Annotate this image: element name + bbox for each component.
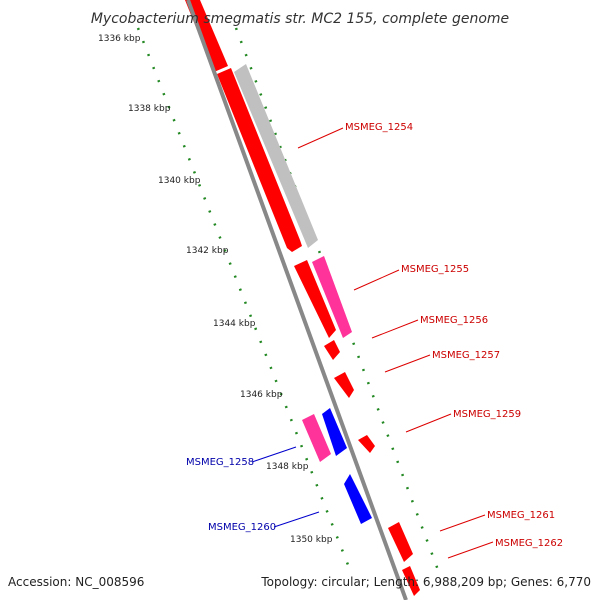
gene-block-msmeg-1257[interactable] — [334, 372, 354, 398]
gene-block-msmeg-1259[interactable] — [358, 435, 375, 453]
map-title: Mycobacterium smegmatis str. MC2 155, co… — [91, 11, 509, 27]
gene-block-msmeg-1255[interactable] — [294, 260, 336, 338]
leader-msmeg-1261 — [439, 514, 486, 532]
gene-label-msmeg-1256[interactable]: MSMEG_1256 — [420, 315, 488, 326]
scale-label-1342: 1342 kbp — [186, 246, 229, 256]
scale-label-1344: 1344 kbp — [213, 319, 256, 329]
gene-label-msmeg-1259[interactable]: MSMEG_1259 — [453, 409, 521, 420]
scale-label-1348: 1348 kbp — [266, 462, 309, 472]
gene-label-msmeg-1257[interactable]: MSMEG_1257 — [432, 350, 500, 361]
leader-msmeg-1260 — [273, 511, 320, 528]
gene-label-msmeg-1262[interactable]: MSMEG_1262 — [495, 538, 563, 549]
scale-label-1340: 1340 kbp — [158, 176, 201, 186]
accession-text: Accession: NC_008596 — [8, 575, 144, 589]
leader-msmeg-1254 — [297, 127, 344, 149]
gene-layer — [185, 0, 420, 596]
gene-block-msmeg-1254-forward[interactable] — [217, 68, 302, 252]
genome-backbone — [186, 0, 408, 600]
gene-label-msmeg-1258[interactable]: MSMEG_1258 — [186, 457, 254, 468]
scale-label-1336: 1336 kbp — [98, 34, 141, 44]
leader-msmeg-1258 — [251, 446, 297, 463]
leader-msmeg-1262 — [447, 541, 494, 559]
summary-text: Topology: circular; Length: 6,988,209 bp… — [260, 575, 591, 589]
gene-block-msmeg-1261[interactable] — [388, 522, 413, 562]
gene-label-msmeg-1261[interactable]: MSMEG_1261 — [487, 510, 555, 521]
scale-label-1338: 1338 kbp — [128, 104, 171, 114]
gene-block-msmeg-1254-pseudo[interactable] — [234, 64, 318, 248]
gene-label-msmeg-1254[interactable]: MSMEG_1254 — [345, 122, 413, 133]
gene-block-msmeg-1258-rna[interactable] — [302, 414, 331, 462]
gene-label-msmeg-1260[interactable]: MSMEG_1260 — [208, 522, 276, 533]
gene-label-msmeg-1255[interactable]: MSMEG_1255 — [401, 264, 469, 275]
leader-msmeg-1259 — [405, 413, 452, 433]
scale-label-1346: 1346 kbp — [240, 390, 283, 400]
gene-block-msmeg-1258[interactable] — [322, 408, 347, 456]
leader-msmeg-1255 — [353, 269, 400, 291]
scale-label-1350: 1350 kbp — [290, 535, 333, 545]
gene-block-msmeg-1260[interactable] — [344, 474, 372, 524]
leader-msmeg-1256 — [371, 319, 419, 339]
gene-block-msmeg-1255-rna[interactable] — [312, 256, 352, 338]
gene-block-msmeg-1262[interactable] — [402, 566, 420, 596]
leader-msmeg-1257 — [384, 354, 431, 373]
gene-block-msmeg-1256[interactable] — [324, 340, 340, 360]
